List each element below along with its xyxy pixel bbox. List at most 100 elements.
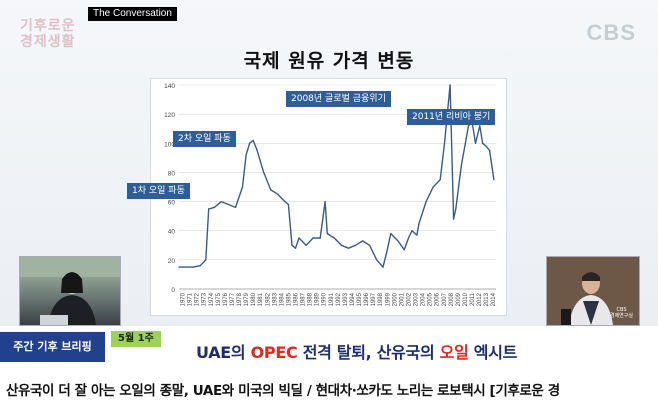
broadcast-video[interactable]: The Conversation 기후로운 경제생활 CBS 국제 원유 가격 변… xyxy=(0,0,658,372)
show-logo: 기후로운 경제생활 xyxy=(20,18,76,50)
x-tick-label: 2012 xyxy=(477,292,483,306)
oil-price-point xyxy=(485,145,487,147)
x-tick-label: 1983 xyxy=(272,292,278,306)
oil-price-point xyxy=(474,142,477,144)
x-tick-label: 2002 xyxy=(406,292,412,306)
x-tick-label: 1991 xyxy=(329,292,335,306)
oil-price-point xyxy=(397,240,399,242)
oil-price-point xyxy=(479,125,481,127)
x-tick-label: 1996 xyxy=(364,292,370,306)
headline-part2: 전격 탈퇴, 산유국의 xyxy=(297,343,440,362)
oil-price-point xyxy=(205,259,207,261)
x-tick-label: 1997 xyxy=(371,292,377,306)
x-tick-label: 1978 xyxy=(237,292,243,306)
x-tick-label: 2000 xyxy=(392,292,398,306)
x-tick-label: 1982 xyxy=(265,292,271,306)
chart-title: 국제 원유 가격 변동 xyxy=(243,50,415,72)
video-title-caption: 산유국이 더 잘 아는 오일의 종말, UAE와 미국의 빅딜 / 현대차·쏘카… xyxy=(0,372,658,404)
oil-price-point xyxy=(263,171,265,174)
oil-price-point xyxy=(467,125,470,127)
oil-price-point xyxy=(432,186,434,188)
oil-price-point xyxy=(333,237,335,239)
x-tick-label: 2011 xyxy=(470,292,476,306)
oil-price-point xyxy=(213,206,215,208)
oil-price-point xyxy=(245,154,247,156)
oil-price-point xyxy=(192,266,194,268)
x-tick-label: 1999 xyxy=(385,292,391,306)
host-camera xyxy=(19,256,121,326)
x-tick-label: 2009 xyxy=(456,292,462,306)
y-tick-label: 140 xyxy=(164,83,175,90)
lower-third xyxy=(0,326,658,372)
y-tick-label: 40 xyxy=(168,229,176,236)
oil-price-point xyxy=(403,249,405,251)
oil-price-point xyxy=(252,139,254,141)
oil-price-point xyxy=(340,244,342,246)
x-tick-label: 1976 xyxy=(223,292,229,306)
headline-oil: 오일 xyxy=(439,343,469,362)
x-tick-label: 1987 xyxy=(301,292,307,306)
oil-price-point xyxy=(298,237,300,239)
headline-opec: OPEC xyxy=(250,343,298,362)
x-tick-label: 1990 xyxy=(322,292,328,306)
oil-price-point xyxy=(287,203,290,206)
x-tick-label: 1971 xyxy=(188,292,194,306)
x-tick-label: 1970 xyxy=(181,292,187,306)
x-tick-label: 2013 xyxy=(484,292,490,306)
annotation-financial-crisis: 2008년 글로벌 금융위기 xyxy=(286,91,391,107)
x-tick-label: 2003 xyxy=(414,292,420,306)
oil-price-point xyxy=(234,206,237,208)
annotation-oil-shock-1: 1차 오일 파동 xyxy=(127,183,190,199)
x-tick-label: 2005 xyxy=(428,292,434,306)
x-tick-label: 1975 xyxy=(216,292,222,306)
oil-price-point xyxy=(305,244,307,246)
headline: UAE의 OPEC 전격 탈퇴, 산유국의 오일 엑시트 xyxy=(196,339,517,363)
oil-price-point xyxy=(449,84,451,86)
oil-price-point xyxy=(369,244,371,246)
date-label: 5월 1주 xyxy=(111,331,161,347)
oil-price-point xyxy=(493,179,495,181)
x-tick-label: 1995 xyxy=(357,292,363,306)
video-title[interactable]: 산유국이 더 잘 아는 오일의 종말, UAE와 미국의 빅딜 / 현대차·쏘카… xyxy=(6,383,560,399)
x-tick-label: 2001 xyxy=(399,292,405,306)
oil-price-point xyxy=(443,142,446,144)
oil-price-point xyxy=(361,240,364,242)
oil-price-point xyxy=(220,200,222,203)
source-tag: The Conversation xyxy=(88,7,177,21)
oil-price-point xyxy=(455,208,457,210)
oil-price-point xyxy=(481,142,484,144)
annotation-oil-shock-2: 2차 오일 파동 xyxy=(173,131,236,147)
x-tick-label: 2014 xyxy=(491,292,497,306)
y-tick-label: 60 xyxy=(168,200,176,207)
x-tick-label: 2008 xyxy=(449,292,455,306)
x-tick-label: 1979 xyxy=(244,292,250,306)
y-tick-label: 80 xyxy=(168,170,176,177)
x-tick-label: 1994 xyxy=(350,292,356,306)
headline-part3: 엑시트 xyxy=(468,343,518,362)
oil-price-point xyxy=(390,233,392,235)
oil-price-point xyxy=(416,234,418,236)
oil-price-point xyxy=(227,203,230,206)
oil-price-point xyxy=(270,189,272,191)
oil-price-point xyxy=(324,200,326,203)
oil-price-point xyxy=(277,193,279,195)
x-tick-label: 2006 xyxy=(435,292,441,306)
oil-price-point xyxy=(347,247,350,249)
x-tick-label: 1981 xyxy=(258,292,264,306)
oil-price-point xyxy=(291,244,293,246)
oil-price-point xyxy=(407,237,410,239)
headline-part1: UAE의 xyxy=(196,343,251,362)
oil-price-point xyxy=(256,148,258,150)
oil-price-point xyxy=(376,259,378,261)
y-tick-label: 0 xyxy=(171,287,175,294)
oil-price-point xyxy=(312,237,314,239)
oil-price-point xyxy=(284,200,286,203)
x-tick-label: 1998 xyxy=(378,292,384,306)
x-tick-label: 1973 xyxy=(202,292,208,306)
oil-price-point xyxy=(241,186,244,188)
x-tick-label: 1993 xyxy=(343,292,349,306)
x-tick-label: 1989 xyxy=(315,292,321,306)
oil-price-point xyxy=(319,237,321,239)
segment-label: 주간 기후 브리핑 xyxy=(0,332,105,362)
